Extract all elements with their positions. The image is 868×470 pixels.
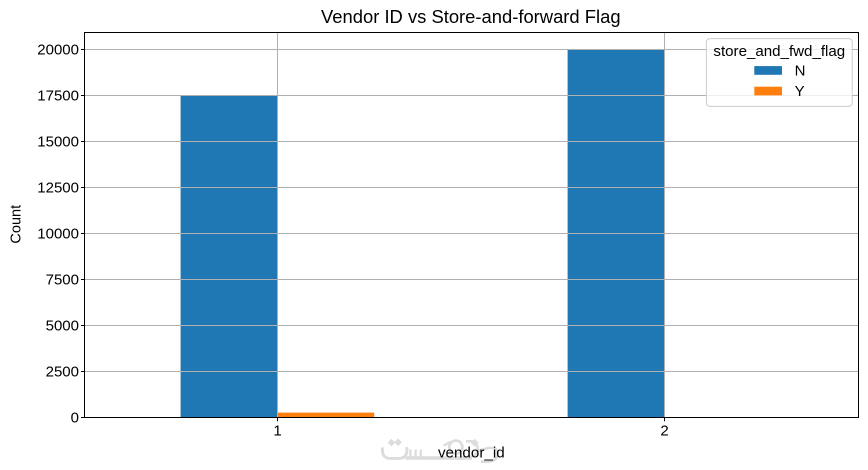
svg-text:Vendor ID vs Store-and-forward: Vendor ID vs Store-and-forward Flag xyxy=(321,6,621,27)
svg-text:1: 1 xyxy=(273,422,281,439)
svg-text:10000: 10000 xyxy=(37,225,79,242)
svg-text:7500: 7500 xyxy=(46,271,79,288)
svg-text:Count: Count xyxy=(8,205,24,244)
svg-text:store_and_fwd_flag: store_and_fwd_flag xyxy=(713,43,845,60)
svg-text:2: 2 xyxy=(660,422,668,439)
svg-text:2500: 2500 xyxy=(46,363,79,380)
svg-text:0: 0 xyxy=(71,409,79,426)
svg-text:15000: 15000 xyxy=(37,134,79,151)
svg-text:Y: Y xyxy=(795,83,805,100)
svg-text:vendor_id: vendor_id xyxy=(438,445,505,462)
svg-text:N: N xyxy=(795,62,806,79)
svg-text:20000: 20000 xyxy=(37,42,79,59)
svg-text:12500: 12500 xyxy=(37,179,79,196)
svg-text:17500: 17500 xyxy=(37,88,79,105)
svg-text:5000: 5000 xyxy=(46,317,79,334)
